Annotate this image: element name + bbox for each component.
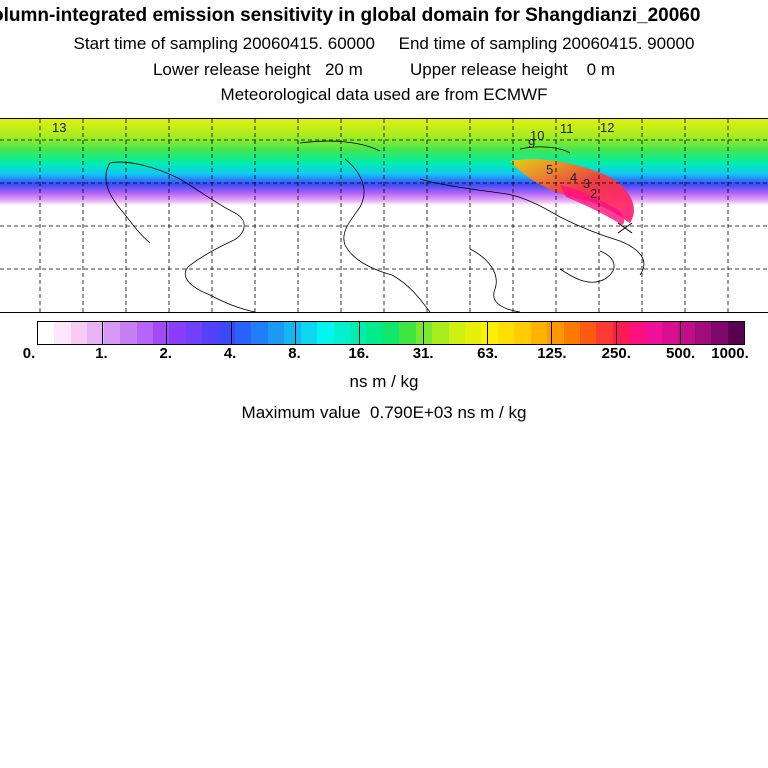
colorbar-tick-label: 2.: [159, 345, 172, 362]
colorbar-cell: [629, 322, 646, 344]
colorbar-cell: [152, 322, 170, 344]
colorbar-tick-label: 31.: [412, 345, 434, 362]
colorbar-cell: [432, 322, 449, 344]
trajectory-label: 4: [570, 170, 578, 185]
colorbar-tick-label: 4.: [223, 345, 237, 362]
sampling-time-line: Start time of sampling 20060415. 60000 E…: [73, 34, 695, 53]
colorbar-unit: ns m / kg: [349, 372, 419, 391]
colorbar-cell: [300, 322, 318, 344]
colorbar-divider: [423, 322, 425, 344]
colorbar-cell: [235, 322, 252, 344]
colorbar-tick-label: 125.: [537, 345, 567, 362]
map-title: olumn-integrated emission sensitivity in…: [0, 5, 701, 26]
colorbar-cell: [497, 322, 515, 344]
meteorological-source-line: Meteorological data used are from ECMWF: [220, 85, 548, 104]
colorbar-tick-label: 0.: [22, 345, 36, 362]
trajectory-label: 11: [560, 121, 574, 136]
trajectory-label: 13: [52, 120, 67, 135]
trajectory-label: 5: [546, 162, 554, 177]
colorbar-cell: [87, 322, 104, 344]
colorbar-cell: [350, 322, 367, 344]
colorbar-cell: [251, 322, 268, 344]
colorbar-cell: [481, 322, 498, 344]
colorbar-divider: [166, 322, 168, 344]
colorbar-cell: [579, 322, 597, 344]
trajectory-label: 12: [600, 120, 615, 135]
colorbar-cell: [563, 322, 580, 344]
emission-sensitivity-map: 13 10 11 12 9 5 4 3 2: [0, 118, 768, 313]
release-height-line: Lower release height 20 m Upper release …: [152, 60, 616, 79]
colorbar-cell: [547, 322, 564, 344]
colorbar-cell: [448, 322, 465, 344]
colorbar-cell: [284, 322, 301, 344]
colorbar-tick-label: 250.: [601, 345, 631, 362]
colorbar-divider: [230, 322, 232, 344]
colorbar-divider: [679, 322, 681, 344]
colorbar-cell: [317, 322, 334, 344]
colorbar-cell: [727, 322, 745, 344]
colorbar-cell: [514, 322, 531, 344]
colorbar-tick-label: 1000.: [711, 345, 749, 362]
colorbar-cell: [464, 322, 482, 344]
release-site-marker: [617, 222, 633, 234]
colorbar-cell: [694, 322, 712, 344]
colorbar-cell: [662, 322, 679, 344]
colorbar-cell: [218, 322, 236, 344]
colorbar-cell: [612, 322, 630, 344]
colorbar-cell: [120, 322, 137, 344]
colorbar-cell: [70, 322, 88, 344]
colorbar-cell: [38, 322, 55, 344]
maximum-value-label: Maximum value 0.790E+03 ns m / kg: [241, 403, 527, 422]
colorbar-divider: [102, 322, 104, 344]
colorbar-cell: [169, 322, 186, 344]
colorbar-divider: [487, 322, 489, 344]
colorbar-tick-label: 8.: [288, 345, 301, 362]
colorbar-tick-label: 500.: [666, 345, 696, 362]
colorbar-cell: [185, 322, 203, 344]
colorbar-cell: [530, 322, 548, 344]
colorbar: [37, 321, 745, 345]
trajectory-label: 9: [528, 136, 536, 151]
colorbar-cell: [136, 322, 153, 344]
colorbar-cell: [202, 322, 219, 344]
colorbar-cell: [333, 322, 351, 344]
map-canvas: [0, 119, 768, 312]
colorbar-divider: [294, 322, 296, 344]
colorbar-cell: [382, 322, 400, 344]
colorbar-cell: [596, 322, 613, 344]
colorbar-cell: [103, 322, 121, 344]
trajectory-label: 10: [530, 128, 545, 143]
trajectory-label: 3: [583, 176, 591, 191]
colorbar-divider: [358, 322, 360, 344]
colorbar-tick-label: 1.: [95, 345, 108, 362]
peak-sensitivity-zone: [560, 185, 625, 225]
colorbar-cell: [678, 322, 695, 344]
colorbar-divider: [551, 322, 553, 344]
trajectory-label: 2: [590, 186, 598, 201]
colorbar-cell: [54, 322, 71, 344]
colorbar-tick-label: 16.: [348, 345, 370, 362]
colorbar-cell: [711, 322, 728, 344]
lat-lon-grid: [0, 119, 768, 312]
colorbar-cell: [645, 322, 663, 344]
coastlines: [105, 140, 645, 312]
colorbar-cell: [366, 322, 383, 344]
colorbar-divider: [615, 322, 617, 344]
colorbar-cell: [267, 322, 285, 344]
colorbar-cell: [399, 322, 416, 344]
colorbar-tick-label: 63.: [477, 345, 498, 362]
